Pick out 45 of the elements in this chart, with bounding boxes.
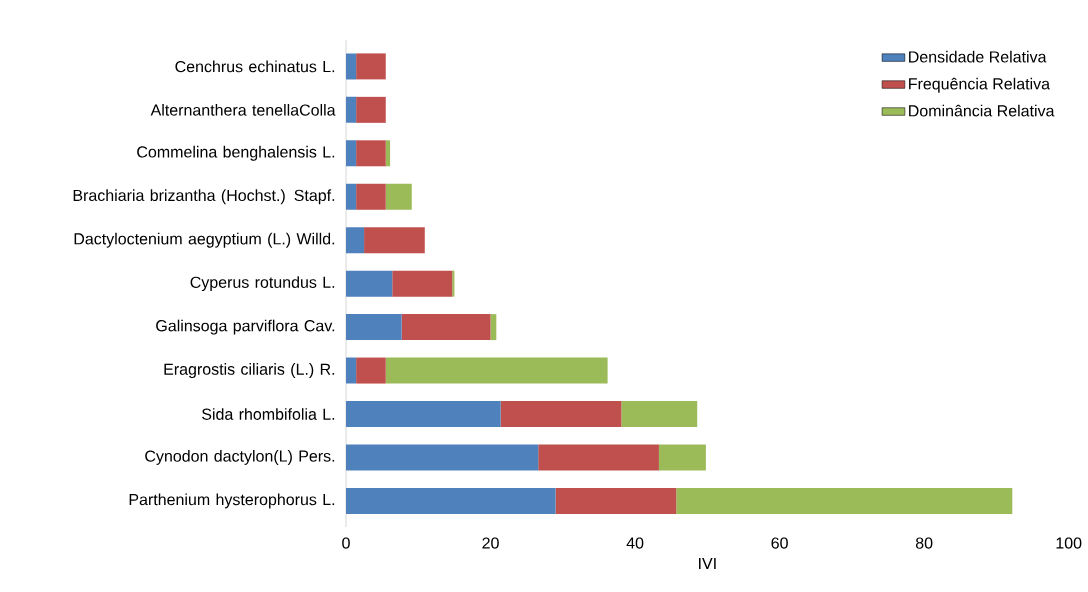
bar <box>346 227 365 254</box>
bar <box>658 444 706 471</box>
y-tick-label: Dactyloctenium aegyptium (L.) Willd. <box>74 232 335 248</box>
bar <box>392 270 453 297</box>
y-tick-label: Parthenium hysterophorus L. <box>129 493 335 509</box>
bar <box>346 270 393 297</box>
x-tick-label: 100 <box>1056 537 1082 549</box>
bar <box>500 401 622 428</box>
y-tick-label: Brachiaria brizantha (Hochst.) Stapf. <box>73 189 335 205</box>
bar <box>346 487 556 514</box>
bar <box>346 444 539 471</box>
bar <box>385 140 391 167</box>
y-tick-label: Galinsoga parviflora Cav. <box>156 319 335 335</box>
bar <box>555 487 677 514</box>
bar <box>676 487 1013 514</box>
bar <box>356 53 386 80</box>
x-axis-title: IVI <box>699 557 716 569</box>
bar <box>356 140 386 167</box>
y-tick-label: Eragrostis ciliaris (L.) R. <box>164 363 335 379</box>
y-tick-label: Commelina benghalensis L. <box>137 145 335 161</box>
bar <box>356 183 386 210</box>
y-tick-label: Cynodon dactylon(L) Pers. <box>145 450 335 465</box>
x-tick-label: 80 <box>915 537 933 549</box>
bar <box>346 314 402 341</box>
bar <box>356 357 386 384</box>
y-tick-label: Alternanthera tenellaColla <box>150 103 336 116</box>
x-tick-label: 20 <box>482 537 499 549</box>
x-tick-label: 40 <box>626 537 644 549</box>
bar <box>385 357 608 384</box>
legend-label: Densidade Relativa <box>909 50 1047 63</box>
bar <box>452 270 455 297</box>
bar <box>364 227 425 254</box>
legend-label: Dominância Relativa <box>909 104 1055 117</box>
bar <box>385 183 412 210</box>
bar <box>538 444 659 471</box>
bar <box>356 96 386 123</box>
x-tick-label: 0 <box>342 537 350 549</box>
bar <box>621 401 698 428</box>
legend-label: Frequência Relativa <box>909 77 1051 93</box>
bar <box>346 401 501 428</box>
x-tick-label: 60 <box>771 537 788 549</box>
y-tick-label: Cyperus rotundus L. <box>190 276 335 292</box>
y-tick-label: Cenchrus echinatus L. <box>175 60 335 73</box>
y-tick-label: Sida rhombifolia L. <box>202 408 335 420</box>
bar <box>401 314 491 341</box>
